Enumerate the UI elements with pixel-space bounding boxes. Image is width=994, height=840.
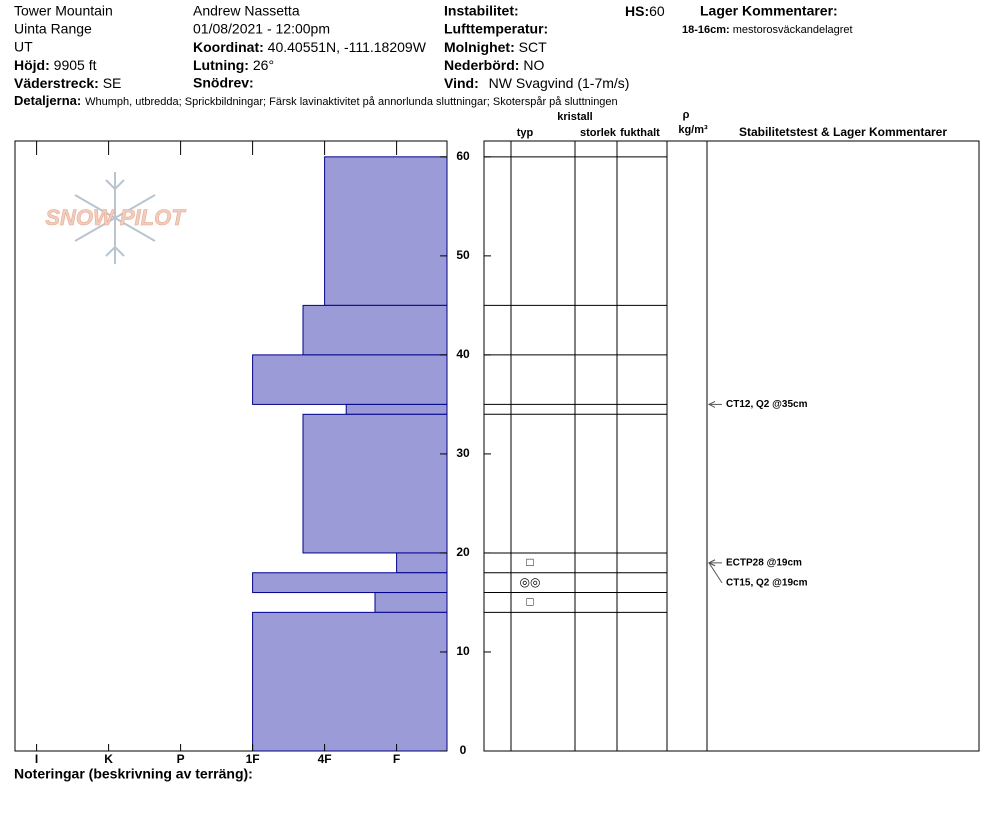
aspect: Väderstreck: SE bbox=[14, 75, 121, 91]
site-state: UT bbox=[14, 39, 33, 55]
air-temp: Lufttemperatur: bbox=[444, 21, 548, 37]
site-name: Tower Mountain bbox=[14, 3, 113, 19]
y-tick-label: 60 bbox=[456, 149, 470, 163]
test-label: ECTP28 @19cm bbox=[726, 557, 802, 568]
hardness-bar bbox=[252, 354, 448, 405]
column-header: typ bbox=[517, 127, 534, 139]
comment-range: 18-16cm: bbox=[682, 24, 730, 36]
wind-loading: Snödrev: bbox=[193, 75, 254, 91]
y-tick-label: 0 bbox=[460, 743, 467, 757]
comment-text: mestorosväckandelagret bbox=[733, 24, 853, 36]
logo bbox=[74, 172, 156, 264]
field-value: 40.40551N, -111.18209W bbox=[268, 39, 427, 55]
test-label: CT12, Q2 @35cm bbox=[726, 399, 808, 410]
hardness-bar bbox=[396, 552, 448, 574]
test-arrow bbox=[708, 562, 723, 584]
test-label: CT15, Q2 @19cm bbox=[726, 577, 808, 588]
logo-text: SNOW PILOT bbox=[45, 205, 186, 230]
field-value: 60 bbox=[649, 3, 665, 19]
field-label: HS: bbox=[625, 3, 649, 19]
layer-comment: 18-16cm: mestorosväckandelagret bbox=[682, 24, 853, 36]
details: Detaljerna: Whumph, utbredda; Sprickbild… bbox=[14, 93, 618, 109]
y-tick-label: 10 bbox=[456, 644, 470, 658]
x-tick-label: P bbox=[177, 752, 185, 766]
x-tick-label: 4F bbox=[318, 752, 332, 766]
field-label: Lutning: bbox=[193, 57, 249, 73]
table-columns bbox=[510, 141, 708, 751]
test-arrowhead bbox=[707, 559, 716, 567]
hs: HS:60 bbox=[625, 3, 665, 19]
y-tick-label: 20 bbox=[456, 545, 470, 559]
column-header: ρ bbox=[683, 109, 690, 121]
notes-label: Noteringar (beskrivning av terräng): bbox=[14, 766, 253, 782]
field-label: Höjd: bbox=[14, 57, 50, 73]
field-label: Molnighet: bbox=[444, 39, 515, 55]
sky: Molnighet: SCT bbox=[444, 39, 547, 55]
y-tick-label: 30 bbox=[456, 446, 470, 460]
field-value: 26° bbox=[253, 57, 274, 73]
site-range: Uinta Range bbox=[14, 21, 92, 37]
column-header: kg/m³ bbox=[678, 124, 708, 136]
layer-comments-label: Lager Kommentarer: bbox=[700, 3, 838, 19]
hardness-bar bbox=[345, 403, 448, 415]
field-label: Väderstreck: bbox=[14, 75, 99, 91]
grain-symbol: □ bbox=[526, 595, 533, 609]
slope: Lutning: 26° bbox=[193, 57, 274, 73]
x-tick-label: 1F bbox=[246, 752, 260, 766]
precip: Nederbörd: NO bbox=[444, 57, 544, 73]
field-label: Koordinat: bbox=[193, 39, 264, 55]
grain-symbol: □ bbox=[526, 555, 533, 569]
field-value: NO bbox=[523, 57, 544, 73]
layer-table-frame bbox=[483, 140, 980, 752]
field-label: Nederbörd: bbox=[444, 57, 519, 73]
field-value: 9905 ft bbox=[54, 57, 97, 73]
column-header: kristall bbox=[557, 111, 592, 123]
column-header: storlek bbox=[580, 127, 617, 139]
hardness-bar bbox=[252, 572, 448, 594]
wind: Vind: NW Svagvind (1-7m/s) bbox=[444, 75, 629, 91]
hardness-bar bbox=[302, 304, 448, 356]
grain-symbol: ◎◎ bbox=[520, 575, 541, 589]
instability: Instabilitet: bbox=[444, 3, 519, 19]
datetime: 01/08/2021 - 12:00pm bbox=[193, 21, 330, 37]
column-header: fukthalt bbox=[620, 127, 660, 139]
hardness-bar bbox=[324, 156, 448, 306]
field-value: NW Svagvind (1-7m/s) bbox=[489, 75, 630, 91]
y-tick-label: 40 bbox=[456, 347, 470, 361]
x-tick-label: F bbox=[393, 752, 400, 766]
column-header: Stabilitetstest & Lager Kommentarer bbox=[739, 125, 947, 139]
hardness-bar bbox=[374, 592, 448, 613]
observer: Andrew Nassetta bbox=[193, 3, 300, 19]
x-tick-label: I bbox=[35, 752, 38, 766]
field-value: Whumph, utbredda; Sprickbildningar; Färs… bbox=[85, 96, 618, 108]
y-tick-label: 50 bbox=[456, 248, 470, 262]
elevation: Höjd: 9905 ft bbox=[14, 57, 97, 73]
coordinates: Koordinat: 40.40551N, -111.18209W bbox=[193, 39, 427, 55]
hardness-bar bbox=[252, 611, 448, 752]
field-label: Detaljerna: bbox=[14, 93, 81, 108]
field-value: SE bbox=[103, 75, 122, 91]
field-label: Vind: bbox=[444, 75, 479, 91]
x-tick-label: K bbox=[104, 752, 113, 766]
test-arrowhead bbox=[707, 400, 716, 408]
hardness-bar bbox=[302, 413, 448, 554]
field-value: SCT bbox=[519, 39, 547, 55]
